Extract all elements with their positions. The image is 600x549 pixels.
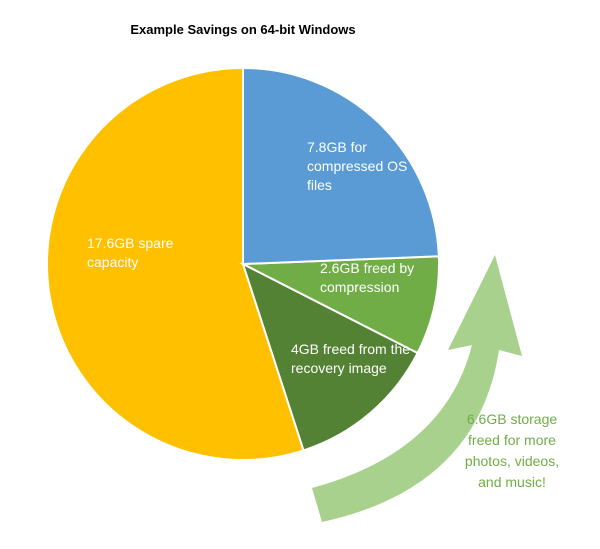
- pie-slice: [46, 66, 305, 461]
- pie-slice: [239, 255, 440, 355]
- pie-slice: [242, 66, 440, 266]
- slice-label: 4GB freed from the recovery image: [291, 341, 411, 376]
- annotation: 6.6GB storage freed for more photos, vid…: [464, 411, 560, 490]
- slice-label: 17.6GB spare capacity: [87, 235, 174, 270]
- pie-slice: [241, 262, 419, 452]
- chart-title: Example Savings on 64-bit Windows: [130, 22, 355, 37]
- slice-label: 2.6GB freed by compression: [320, 260, 415, 295]
- arrow: [312, 255, 522, 522]
- slice-label: 7.8GB for compressed OS files: [307, 139, 408, 193]
